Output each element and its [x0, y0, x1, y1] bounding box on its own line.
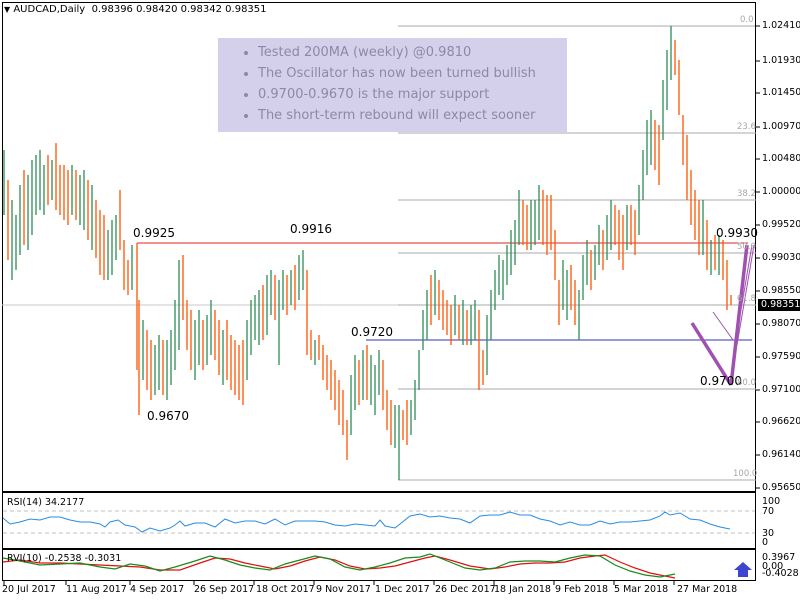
price-axis-label: 1.00000 [762, 186, 800, 197]
fib-label-38.2: 38.2 [737, 189, 756, 199]
time-axis-label: 26 Sep 2017 [194, 584, 255, 595]
rvi-axis-label: 0.00 [762, 561, 784, 572]
note-bullet: 0.9700-0.9670 is the major support [258, 84, 567, 105]
level-label-0.9930: 0.9930 [716, 226, 758, 240]
fib-label-0: 0.0 [740, 15, 754, 25]
note-bullet: The Oscillator has now been turned bulli… [258, 63, 567, 84]
note-bullet: Tested 200MA (weekly) @0.9810 [258, 42, 567, 63]
time-axis-label: 11 Aug 2017 [66, 584, 127, 595]
price-axis-label: 0.99030 [762, 252, 800, 263]
level-label-0.9700: 0.9700 [700, 374, 742, 388]
price-axis-label: 1.00970 [762, 121, 800, 132]
rvi-axis-label: -0.4028 [762, 568, 799, 579]
time-axis-label: 27 Mar 2018 [677, 584, 738, 595]
price-axis-label: 1.01450 [762, 87, 800, 98]
price-axis-label: 0.96620 [762, 416, 800, 427]
price-axis-label: 1.02410 [762, 20, 800, 31]
fib-label-61.8: 61.8 [737, 294, 756, 304]
price-axis-label: 0.95650 [762, 482, 800, 493]
up-arrow-icon [734, 562, 752, 577]
rsi-axis-label: 100 [762, 496, 781, 507]
collapse-triangle-icon[interactable]: ▼ [4, 5, 11, 14]
analysis-note-box: Tested 200MA (weekly) @0.9810 The Oscill… [218, 38, 567, 132]
price-axis-label: 0.98550 [762, 285, 800, 296]
time-axis-label: 18 Oct 2017 [256, 584, 315, 595]
time-axis-label: 4 Sep 2017 [130, 584, 185, 595]
fibonacci-lines [398, 25, 756, 481]
note-bullet: The short-term rebound will expect soone… [258, 105, 567, 126]
time-axis-label: 9 Feb 2018 [555, 584, 609, 595]
rsi-axis-label: 0 [762, 537, 769, 548]
level-label-0.9720: 0.9720 [351, 325, 393, 339]
price-axis-label: 0.98070 [762, 318, 800, 329]
price-axis-label: 0.97590 [762, 351, 800, 362]
level-label-0.9670: 0.9670 [147, 409, 189, 423]
price-axis-label: 0.96140 [762, 449, 800, 460]
price-axis-label: 1.01930 [762, 55, 800, 66]
current-price-marker: 0.98351 [758, 299, 800, 311]
purple-arrow-annotation [690, 244, 755, 386]
time-axis-label: 9 Nov 2017 [316, 584, 371, 595]
level-label-0.9916: 0.9916 [290, 222, 332, 236]
level-label-0.9925: 0.9925 [133, 226, 175, 240]
rsi-axis-label: 30 [762, 528, 775, 539]
chart-title: ▼ AUDCAD,Daily 0.98396 0.98420 0.98342 0… [4, 4, 267, 15]
time-axis-label: 5 Mar 2018 [614, 584, 669, 595]
fib-label-23.6: 23.6 [737, 122, 756, 132]
fib-label-50: 50.0 [737, 242, 756, 252]
rvi-main-line [2, 553, 676, 578]
price-axis-label: 0.97100 [762, 384, 800, 395]
price-axis-label: 0.99520 [762, 219, 800, 230]
fib-label-80: 80.0 [737, 378, 756, 388]
rsi-line [2, 511, 731, 533]
time-axis-label: 1 Dec 2017 [375, 584, 430, 595]
time-axis-label: 18 Jan 2018 [494, 584, 551, 595]
price-axis-label: 1.00480 [762, 153, 800, 164]
rsi-axis-label: 70 [762, 506, 775, 517]
rsi-label: RSI(14) 34.2177 [7, 497, 85, 508]
rvi-label: RVI(10) -0.2538 -0.3031 [7, 553, 122, 564]
time-axis-label: 26 Dec 2017 [435, 584, 496, 595]
fib-label-100: 100.0 [733, 469, 758, 479]
rvi-axis-label: 0.3967 [762, 552, 796, 563]
chart-title-text: AUDCAD,Daily 0.98396 0.98420 0.98342 0.9… [13, 4, 267, 15]
time-axis-label: 20 Jul 2017 [2, 584, 56, 595]
